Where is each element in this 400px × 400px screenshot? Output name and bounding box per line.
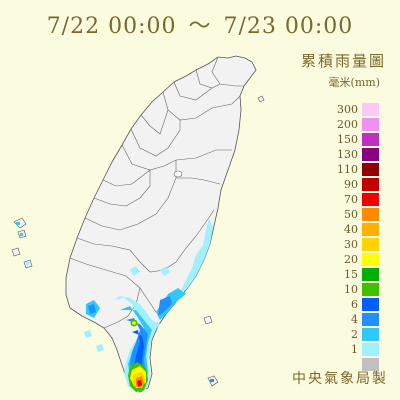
legend-item: 90 bbox=[335, 177, 395, 192]
taiwan-island bbox=[65, 55, 257, 393]
lake bbox=[173, 170, 183, 178]
legend-item-label: 110 bbox=[337, 163, 358, 176]
legend-swatch bbox=[362, 223, 379, 236]
rainfall-overlay bbox=[84, 218, 213, 392]
legend-item-label: 30 bbox=[344, 238, 358, 251]
legend-item bbox=[335, 357, 395, 372]
legend-item: 40 bbox=[335, 222, 395, 237]
legend-swatch bbox=[362, 313, 379, 326]
legend-swatch bbox=[362, 238, 379, 251]
legend-item: 1 bbox=[335, 342, 395, 357]
legend-item: 20 bbox=[335, 252, 395, 267]
legend-swatch bbox=[362, 178, 379, 191]
legend-item: 110 bbox=[335, 162, 395, 177]
legend-item-label: 70 bbox=[344, 193, 358, 206]
legend-item-label: 6 bbox=[351, 298, 358, 311]
legend-item-label: 150 bbox=[337, 133, 358, 146]
time-range-title: 7/22 00:00 ～ 7/23 00:00 bbox=[0, 8, 400, 40]
legend-item-label: 40 bbox=[344, 223, 358, 236]
legend-swatch bbox=[362, 298, 379, 311]
legend-item-label: 90 bbox=[344, 178, 358, 191]
legend-swatch bbox=[362, 358, 379, 371]
start-time: 7/22 00:00 bbox=[46, 14, 177, 39]
legend-item-label: 10 bbox=[344, 283, 358, 296]
legend-item: 10 bbox=[335, 282, 395, 297]
rainfall-legend: 300 200 150 130 110 90 70 50 40 30 20 15 10 6 4 2 1 bbox=[335, 102, 395, 372]
legend-item-label: 4 bbox=[351, 313, 358, 326]
legend-unit: 毫米(mm) bbox=[328, 76, 380, 89]
legend-swatch bbox=[362, 193, 379, 206]
legend-swatch bbox=[362, 118, 379, 131]
legend-item-label: 130 bbox=[337, 148, 358, 161]
offshore-rain bbox=[16, 222, 214, 382]
legend-item-label: 300 bbox=[337, 103, 358, 116]
legend-item-label: 1 bbox=[351, 343, 358, 356]
legend-item: 15 bbox=[335, 267, 395, 282]
legend-item: 4 bbox=[335, 312, 395, 327]
end-time: 7/23 00:00 bbox=[223, 14, 354, 39]
legend-item-label: 2 bbox=[351, 328, 358, 341]
legend-title: 累積雨量圖 bbox=[300, 52, 386, 70]
legend-swatch bbox=[362, 253, 379, 266]
legend-item: 200 bbox=[335, 117, 395, 132]
legend-swatch bbox=[362, 268, 379, 281]
legend-swatch bbox=[362, 148, 379, 161]
legend-swatch bbox=[362, 343, 379, 356]
legend-item: 6 bbox=[335, 297, 395, 312]
legend-item: 150 bbox=[335, 132, 395, 147]
legend-item-label: 15 bbox=[344, 268, 358, 281]
legend-swatch bbox=[362, 328, 379, 341]
legend-swatch bbox=[362, 163, 379, 176]
legend-item-label: 200 bbox=[337, 118, 358, 131]
legend-swatch bbox=[362, 103, 379, 116]
legend-item-label: 20 bbox=[344, 253, 358, 266]
legend-item: 50 bbox=[335, 207, 395, 222]
legend-item-label: 50 bbox=[344, 208, 358, 221]
legend-swatch bbox=[362, 133, 379, 146]
legend-item: 70 bbox=[335, 192, 395, 207]
legend-item: 130 bbox=[335, 147, 395, 162]
legend-item: 30 bbox=[335, 237, 395, 252]
legend-item: 2 bbox=[335, 327, 395, 342]
legend-item: 300 bbox=[335, 102, 395, 117]
time-separator: ～ bbox=[188, 14, 212, 39]
credit-label: 中央氣象局製 bbox=[292, 371, 388, 387]
legend-swatch bbox=[362, 283, 379, 296]
legend-swatch bbox=[362, 208, 379, 221]
